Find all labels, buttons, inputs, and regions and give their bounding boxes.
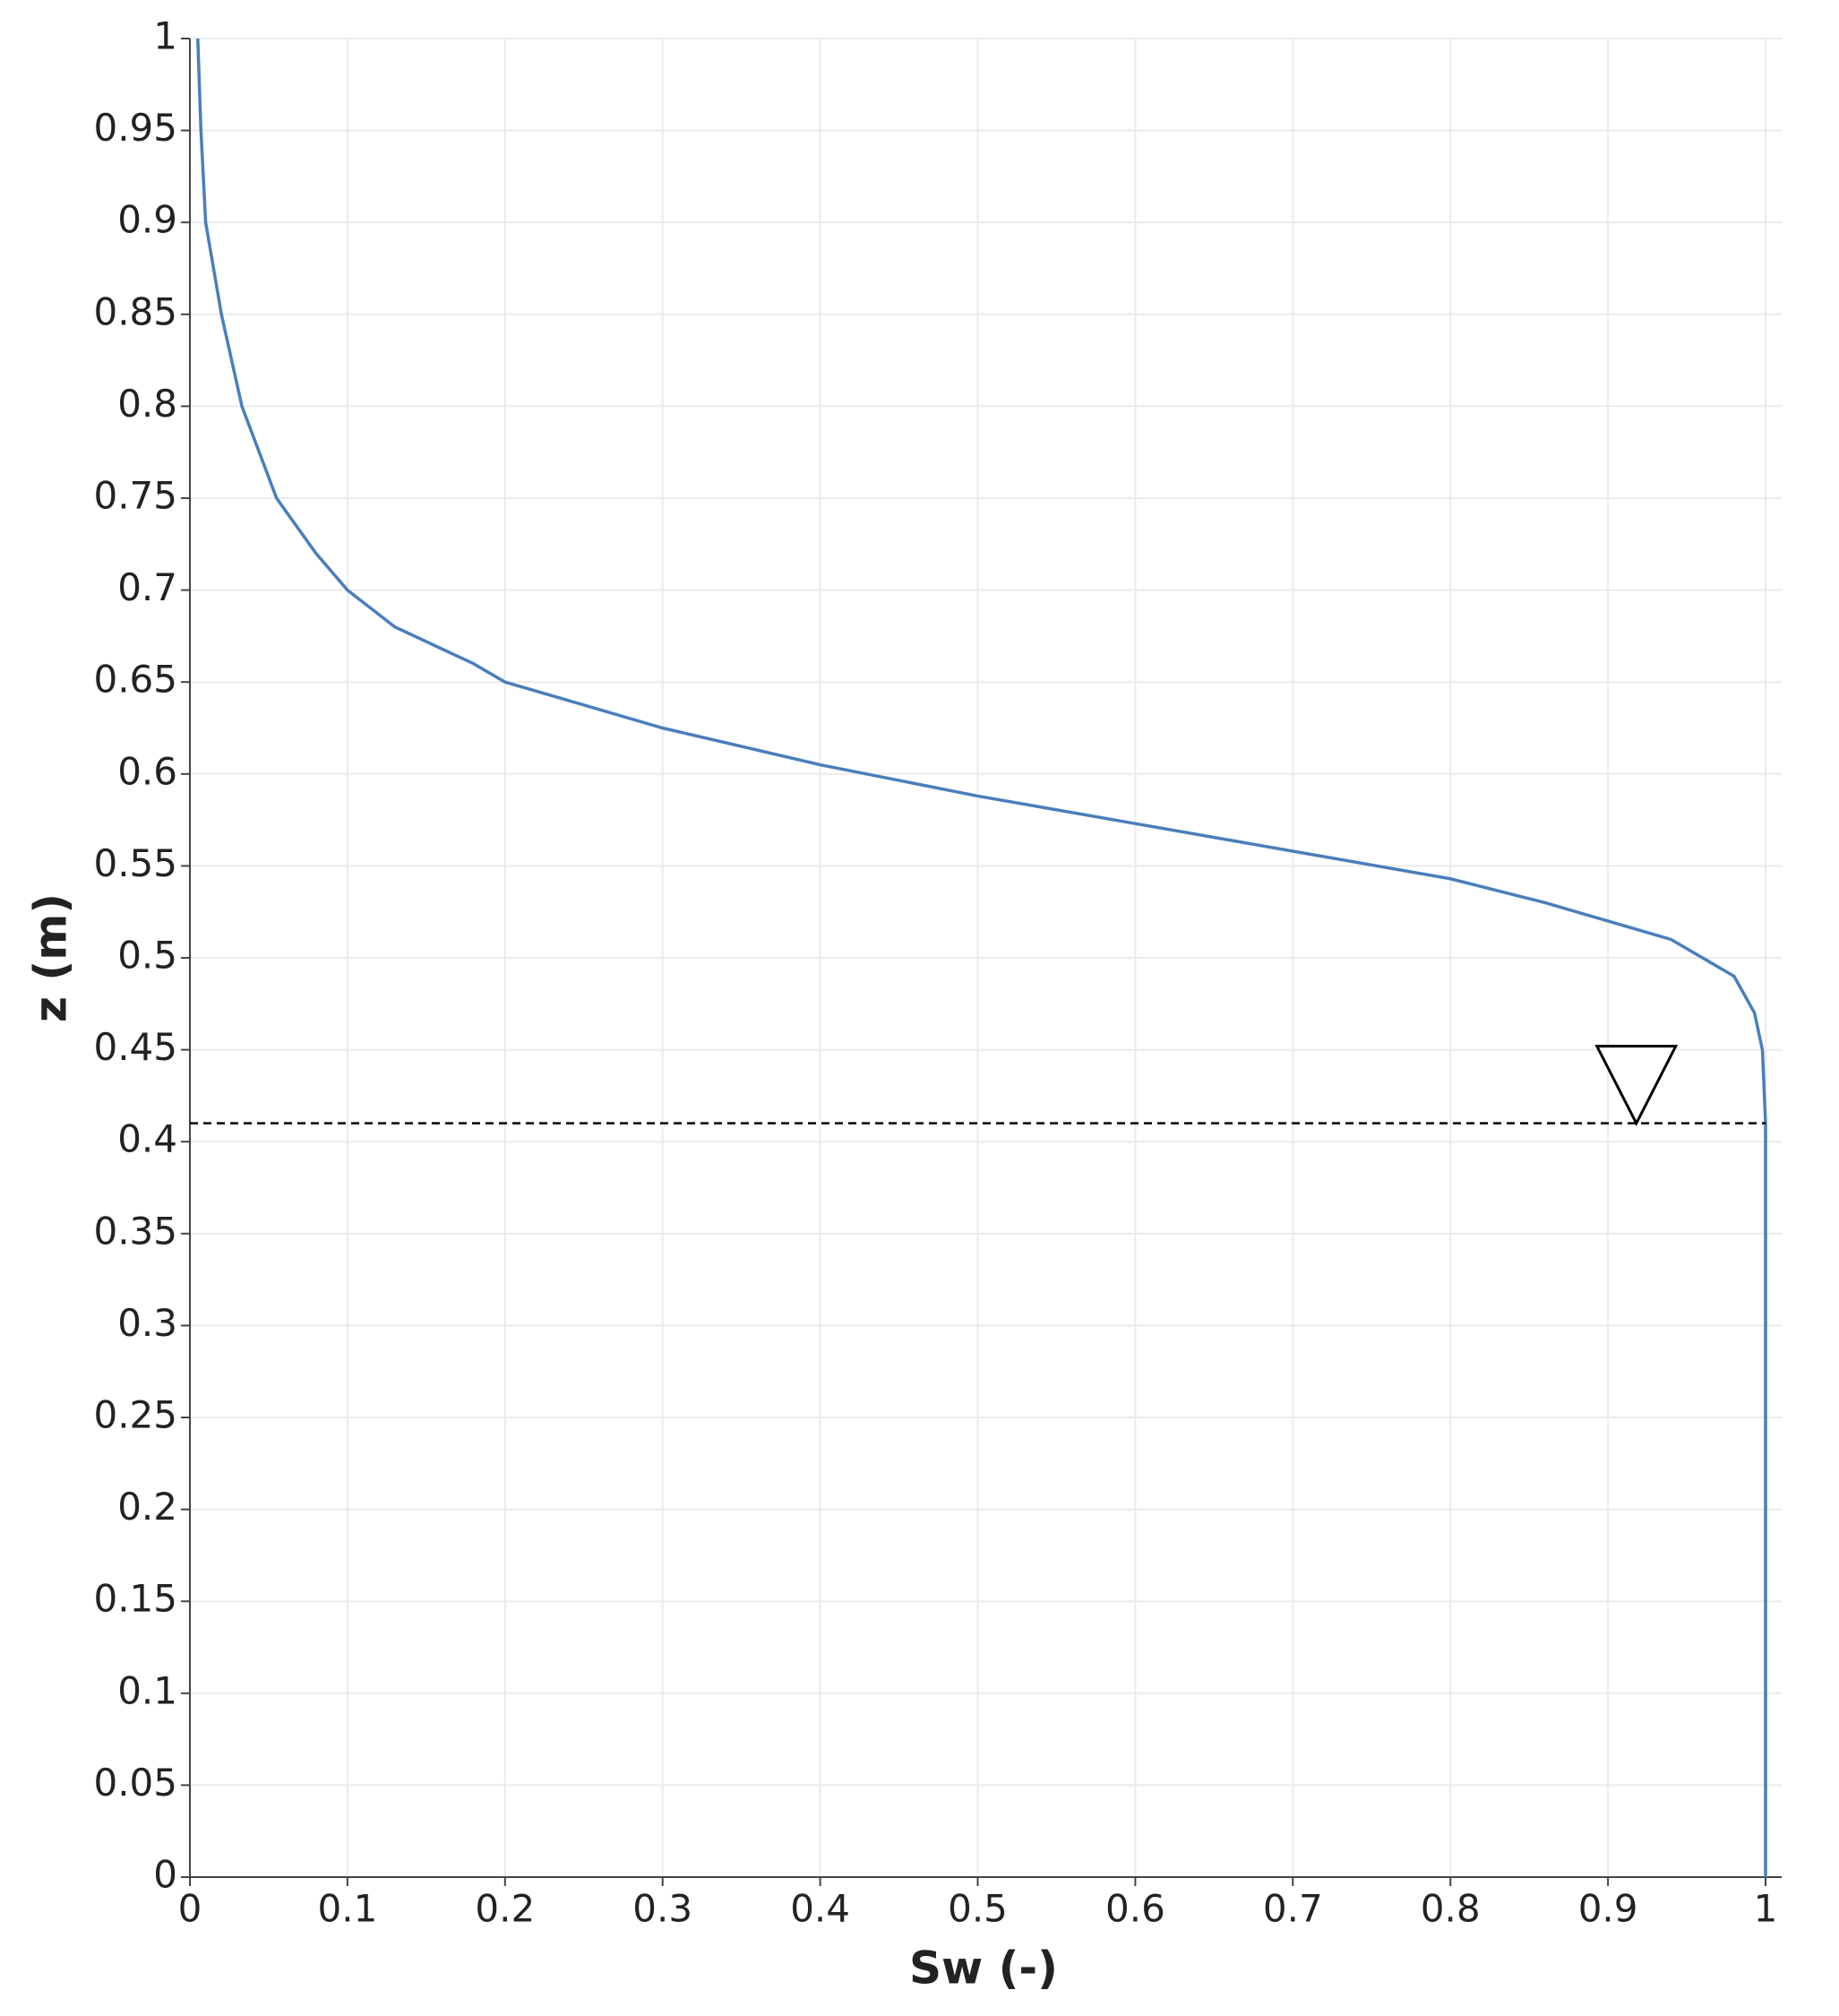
x-tick-label: 0.8 bbox=[1421, 1887, 1481, 1931]
y-tick-label: 0.15 bbox=[93, 1577, 177, 1621]
x-tick-label: 0.3 bbox=[632, 1887, 692, 1931]
y-tick-label: 0.65 bbox=[93, 658, 177, 702]
x-tick-label: 0 bbox=[178, 1887, 202, 1931]
x-axis-title: Sw (-) bbox=[909, 1943, 1058, 1994]
x-tick-label: 0.1 bbox=[318, 1887, 378, 1931]
y-tick-label: 0.55 bbox=[93, 841, 177, 885]
y-tick-label: 0.05 bbox=[93, 1761, 177, 1805]
y-tick-label: 0.9 bbox=[117, 198, 177, 242]
x-tick-label: 0.6 bbox=[1105, 1887, 1165, 1931]
y-tick-label: 0.85 bbox=[93, 289, 177, 333]
y-tick-label: 1 bbox=[153, 14, 177, 58]
y-tick-label: 0.4 bbox=[117, 1117, 177, 1161]
y-tick-label: 0.7 bbox=[117, 565, 177, 609]
x-tick-label: 0.5 bbox=[948, 1887, 1008, 1931]
y-tick-label: 0.95 bbox=[93, 106, 177, 150]
line bbox=[196, 38, 1767, 1877]
x-tick-label: 0.9 bbox=[1578, 1887, 1638, 1931]
x-tick-label: 0.7 bbox=[1263, 1887, 1323, 1931]
x-tick-label: 0.4 bbox=[790, 1887, 850, 1931]
y-tick-label: 0 bbox=[153, 1853, 177, 1897]
y-tick-label: 0.5 bbox=[117, 934, 177, 978]
y-tick-label: 0.75 bbox=[93, 474, 177, 518]
y-axis-title: z (m) bbox=[25, 893, 77, 1022]
y-tick-label: 0.8 bbox=[117, 382, 177, 426]
y-tick-label: 0.25 bbox=[93, 1393, 177, 1437]
y-tick-label: 0.3 bbox=[117, 1301, 177, 1345]
x-tick-label: 1 bbox=[1754, 1887, 1778, 1931]
water-table-marker bbox=[1594, 1045, 1679, 1126]
y-tick-label: 0.1 bbox=[117, 1668, 177, 1712]
y-tick-label: 0.2 bbox=[117, 1485, 177, 1529]
y-tick-label: 0.6 bbox=[117, 749, 177, 793]
y-tick-label: 0.45 bbox=[93, 1025, 177, 1069]
y-tick-label: 0.35 bbox=[93, 1209, 177, 1253]
x-tick-label: 0.2 bbox=[475, 1887, 535, 1931]
